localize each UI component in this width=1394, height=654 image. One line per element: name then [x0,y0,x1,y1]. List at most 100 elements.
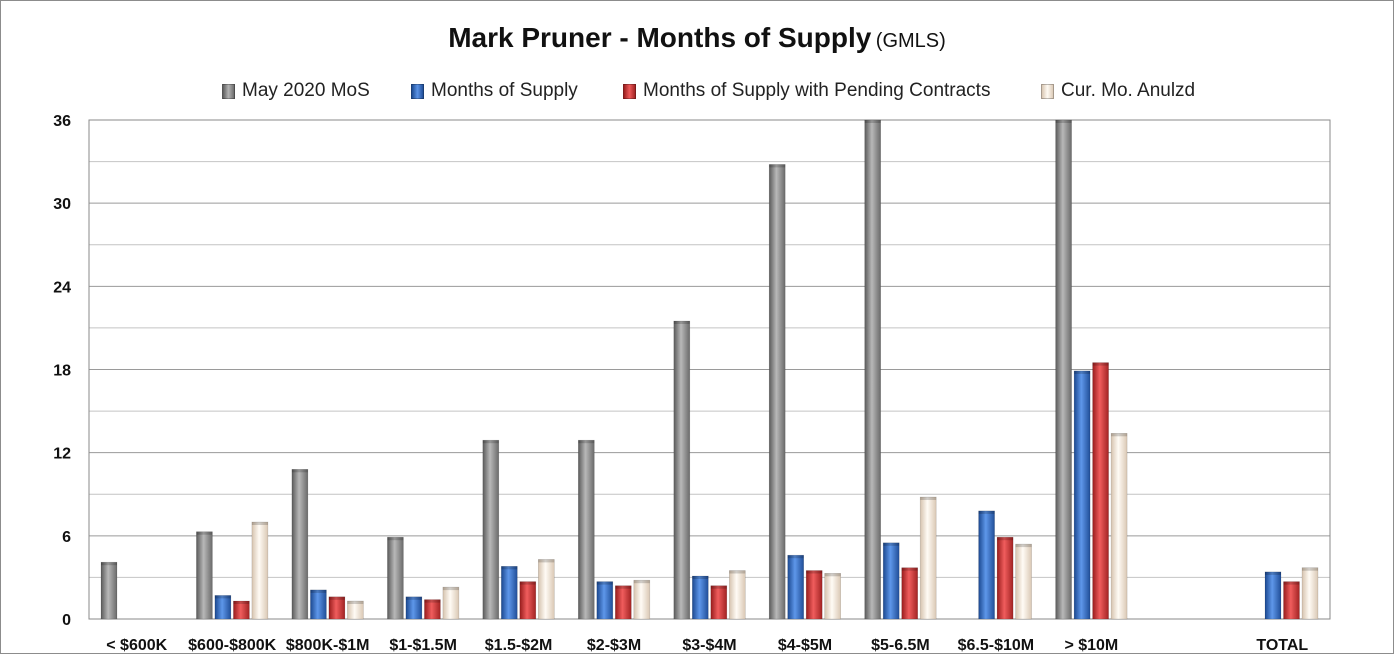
legend-swatch [623,83,636,99]
plot-border [88,119,1331,620]
bar-cap [1302,567,1318,571]
y-tick-label: 24 [53,279,71,296]
bar-cur-mo-anulzd-7 [824,572,842,620]
bar-may-2020-mos-6 [673,320,691,620]
legend-label: Cur. Mo. Anulzd [1061,80,1196,101]
y-tick-label: 12 [53,446,71,463]
x-tick-label: $5-6.5M [871,637,930,654]
bar-cap [596,581,613,585]
bar-months-of-supply-with-pending-contracts-2 [328,596,346,620]
bar-cap [824,573,841,577]
bar-cap [978,510,995,514]
bar-months-of-supply-4 [500,565,518,620]
bar-cur-mo-anulzd-9 [1015,543,1032,620]
legend-label: Months of Supply with Pending Contracts [643,80,991,101]
bar-cap [1055,120,1072,123]
x-tick-label: $800K-$1M [286,637,370,654]
bar-cap [214,595,231,599]
x-tick-label: > $10M [1064,637,1118,654]
bar-months-of-supply-with-pending-contracts-12 [1283,581,1300,620]
bar-months-of-supply-8 [882,542,900,620]
y-tick-label: 0 [62,612,71,629]
legend-swatch [222,83,235,99]
gridlines [88,119,1331,620]
bar-cap [901,567,918,571]
x-tick-label: $600-$800K [188,637,277,654]
bar-cap [692,576,709,579]
legend-label: Months of Supply [431,80,578,101]
legend-item-may-2020-mos: May 2020 MoS [222,80,370,102]
bar-months-of-supply-3 [405,596,423,620]
bar-cap [710,585,727,589]
bar-cap [101,562,117,566]
y-axis-labels: 0 6 12 18 24 30 36 [53,113,71,629]
bar-cap [806,570,823,574]
bar-cap [633,580,650,584]
bar-months-of-supply-with-pending-contracts-3 [424,599,441,620]
bar-months-of-supply-7 [787,554,805,620]
bar-cur-mo-anulzd-2 [347,600,364,620]
bar-cur-mo-anulzd-10 [1110,432,1128,620]
bar-cap [997,537,1014,541]
bar-months-of-supply-6 [691,575,709,620]
legend-swatch [411,83,424,99]
legend-item-months-of-supply: Months of Supply [411,80,578,102]
bar-cap [196,531,213,535]
y-tick-label: 36 [53,113,71,130]
bar-months-of-supply-with-pending-contracts-1 [233,600,250,620]
bar-cap [405,596,422,600]
bar-cap [291,469,308,473]
bar-cap [673,321,690,324]
x-tick-label: $4-$5M [778,637,832,654]
bar-cap [729,570,746,574]
x-tick-label: TOTAL [1256,637,1308,654]
bar-cap [1092,362,1109,366]
bar-cur-mo-anulzd-12 [1301,567,1319,620]
bar-cap [482,440,499,444]
legend-item-cur-mo-anulzd: Cur. Mo. Anulzd [1041,80,1195,102]
bar-cap [1283,581,1300,585]
bar-cap [1015,544,1032,548]
bar-cap [864,120,881,123]
bar-months-of-supply-with-pending-contracts-6 [710,585,728,620]
y-tick-label: 30 [53,196,71,213]
bar-may-2020-mos-1 [196,531,213,620]
bar-cap [615,585,632,589]
legend-label: May 2020 MoS [242,80,370,101]
bar-cap [347,601,364,604]
x-tick-label: $2-$3M [587,637,641,654]
legend-swatch [1041,83,1054,99]
bar-cap [424,599,441,603]
x-tick-label: $6.5-$10M [958,637,1035,654]
bar-may-2020-mos-4 [482,439,500,620]
chart-title: Mark Pruner - Months of Supply (GMLS) [0,22,1394,54]
bar-may-2020-mos-5 [577,439,595,620]
chart-title-subtitle: (GMLS) [875,30,946,52]
bar-may-2020-mos-0 [100,561,118,620]
x-tick-label: $3-$4M [682,637,736,654]
bar-cap [251,522,268,525]
bar-may-2020-mos-2 [291,468,309,620]
bar-cap [328,596,345,600]
x-tick-label: $1-$1.5M [389,637,457,654]
y-tick-label: 18 [53,363,71,380]
bar-cur-mo-anulzd-1 [251,521,269,620]
bar-cap [501,566,518,570]
x-tick-label: < $600K [106,637,167,654]
bar-cur-mo-anulzd-6 [728,570,746,620]
bar-months-of-supply-with-pending-contracts-4 [519,581,537,620]
bar-cap [578,440,595,444]
bar-cap [1111,433,1128,437]
bar-cap [538,559,555,563]
y-tick-label: 6 [62,529,71,546]
bar-months-of-supply-with-pending-contracts-5 [614,585,632,620]
bar-months-of-supply-1 [214,595,232,620]
bar-may-2020-mos-7 [768,164,786,620]
bar-cur-mo-anulzd-3 [442,586,460,620]
bar-cap [442,587,459,591]
bar-months-of-supply-12 [1264,571,1282,620]
bar-cap [769,164,786,168]
bar-cur-mo-anulzd-5 [633,579,651,620]
bar-cap [310,589,327,593]
